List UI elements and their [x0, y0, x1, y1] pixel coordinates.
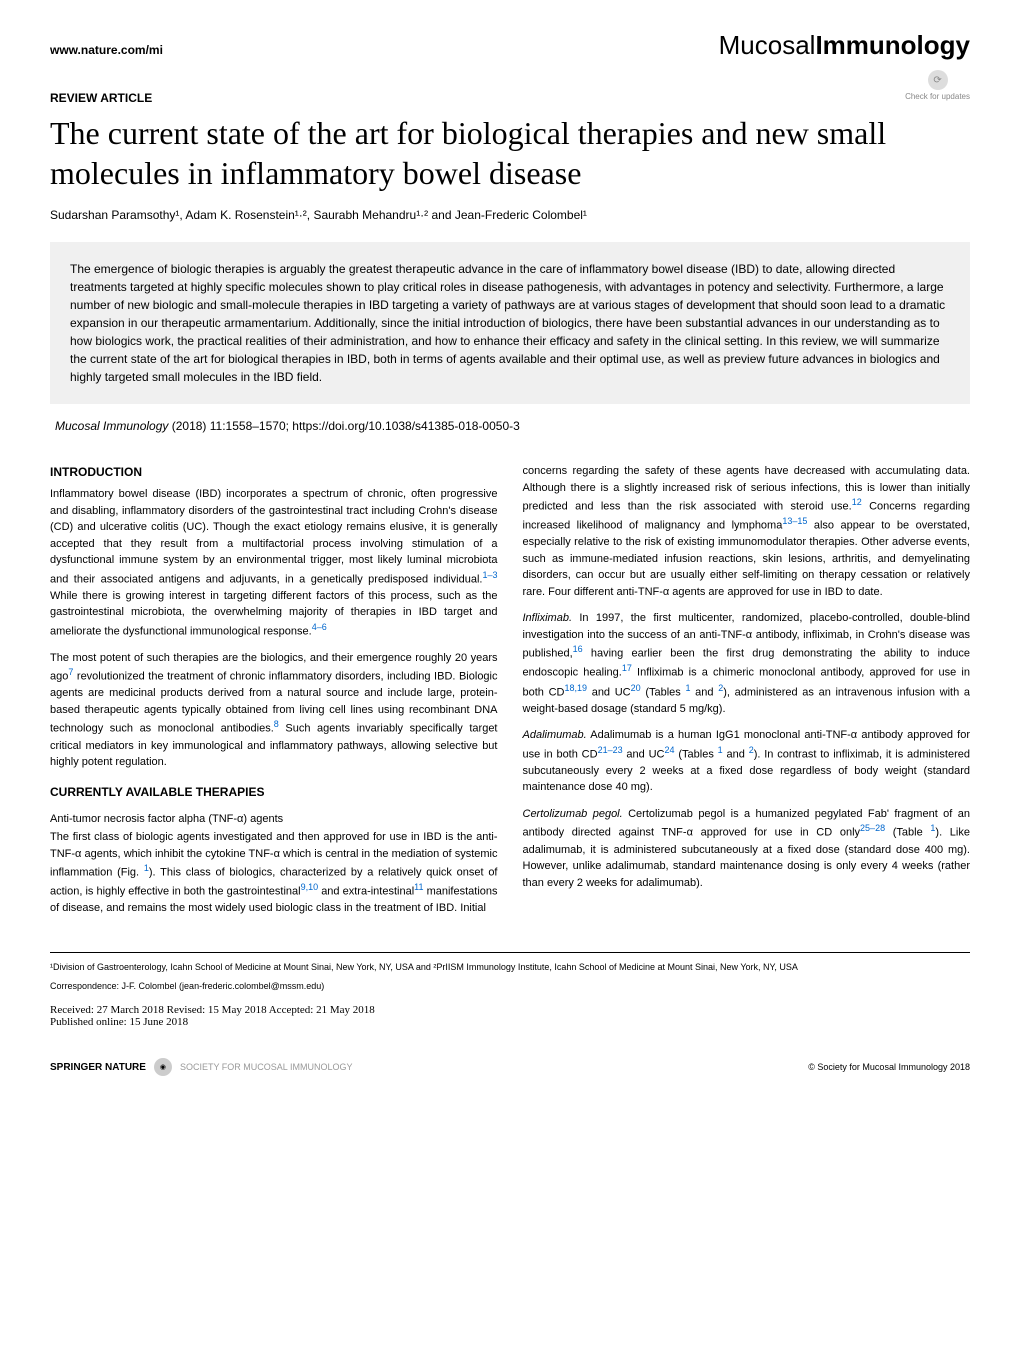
ref-21-23[interactable]: 21–23 [598, 745, 623, 755]
society-logo-icon: ◉ [154, 1058, 172, 1076]
intro-paragraph-1: Inflammatory bowel disease (IBD) incorpo… [50, 486, 498, 640]
abstract-text: The emergence of biologic therapies is a… [70, 262, 945, 384]
intro-p1-text: Inflammatory bowel disease (IBD) incorpo… [50, 488, 498, 585]
adalimumab-p1d: and [723, 748, 749, 760]
continuation-paragraph: concerns regarding the safety of these a… [523, 463, 971, 600]
journal-name: MucosalImmunology [719, 30, 970, 61]
adalimumab-paragraph: Adalimumab. Adalimumab is a human IgG1 m… [523, 727, 971, 796]
certolizumab-heading: Certolizumab pegol. [523, 808, 623, 820]
infliximab-p1f: and [690, 686, 718, 698]
society-text: SOCIETY FOR MUCOSAL IMMUNOLOGY [180, 1062, 353, 1072]
certolizumab-paragraph: Certolizumab pegol. Certolizumab pegol i… [523, 806, 971, 891]
tnf-p1c-text: and extra-intestinal [318, 886, 414, 898]
affiliations-text: ¹Division of Gastroenterology, Icahn Sch… [50, 961, 970, 974]
right-column: concerns regarding the safety of these a… [523, 463, 971, 927]
check-updates-label: Check for updates [905, 92, 970, 101]
infliximab-p1e: (Tables [641, 686, 686, 698]
adalimumab-p1c: (Tables [675, 748, 718, 760]
tnf-subheading: Anti-tumor necrosis factor alpha (TNF-α)… [50, 811, 498, 828]
copyright: © Society for Mucosal Immunology 2018 [808, 1062, 970, 1072]
ref-4-6[interactable]: 4–6 [312, 622, 327, 632]
infliximab-p1d: and UC [587, 686, 631, 698]
ref-16[interactable]: 16 [573, 644, 583, 654]
footer-left: SPRINGER NATURE ◉ SOCIETY FOR MUCOSAL IM… [50, 1058, 352, 1076]
ref-20[interactable]: 20 [631, 683, 641, 693]
website-url[interactable]: www.nature.com/mi [50, 43, 163, 57]
correspondence: Correspondence: J-F. Colombel (jean-fred… [50, 980, 970, 993]
citation-year-volume: (2018) 11:1558–1570; [172, 419, 289, 433]
citation: Mucosal Immunology (2018) 11:1558–1570; … [50, 419, 970, 433]
ref-9-10[interactable]: 9,10 [301, 882, 319, 892]
article-title: The current state of the art for biologi… [50, 113, 970, 193]
intro-p1b-text: While there is growing interest in targe… [50, 590, 498, 638]
ref-24[interactable]: 24 [665, 745, 675, 755]
intro-paragraph-2: The most potent of such therapies are th… [50, 650, 498, 771]
infliximab-heading: Infliximab. [523, 612, 573, 624]
springer-logo: SPRINGER NATURE [50, 1062, 146, 1073]
ref-13-15[interactable]: 13–15 [782, 516, 807, 526]
dates-received: Received: 27 March 2018 Revised: 15 May … [50, 1004, 970, 1016]
ref-25-28[interactable]: 25–28 [860, 823, 885, 833]
citation-journal: Mucosal Immunology [55, 419, 168, 433]
content-columns: INTRODUCTION Inflammatory bowel disease … [50, 463, 970, 927]
ref-12[interactable]: 12 [852, 497, 862, 507]
header-row: www.nature.com/mi MucosalImmunology [50, 30, 970, 61]
dates-block: Received: 27 March 2018 Revised: 15 May … [50, 1004, 970, 1028]
journal-name-part2: Immunology [815, 30, 970, 60]
therapies-heading: CURRENTLY AVAILABLE THERAPIES [50, 783, 498, 801]
journal-name-part1: Mucosal [719, 30, 816, 60]
infliximab-paragraph: Infliximab. In 1997, the first multicent… [523, 610, 971, 717]
adalimumab-heading: Adalimumab. [523, 729, 587, 741]
article-type: REVIEW ARTICLE [50, 91, 970, 105]
abstract-box: The emergence of biologic therapies is a… [50, 242, 970, 404]
citation-doi[interactable]: https://doi.org/10.1038/s41385-018-0050-… [292, 419, 520, 433]
adalimumab-p1b: and UC [623, 748, 665, 760]
authors-list: Sudarshan Paramsothy¹, Adam K. Rosenstei… [50, 208, 970, 222]
footer: SPRINGER NATURE ◉ SOCIETY FOR MUCOSAL IM… [50, 1058, 970, 1076]
dates-published: Published online: 15 June 2018 [50, 1016, 970, 1028]
left-column: INTRODUCTION Inflammatory bowel disease … [50, 463, 498, 927]
affiliations: ¹Division of Gastroenterology, Icahn Sch… [50, 952, 970, 992]
check-updates-badge[interactable]: ⟳ Check for updates [905, 70, 970, 101]
tnf-paragraph-1: The first class of biologic agents inves… [50, 829, 498, 917]
introduction-heading: INTRODUCTION [50, 463, 498, 481]
ref-18-19[interactable]: 18,19 [564, 683, 587, 693]
ref-1-3[interactable]: 1–3 [482, 570, 497, 580]
ref-17[interactable]: 17 [622, 663, 632, 673]
certolizumab-p1b: (Table [885, 827, 930, 839]
check-updates-icon: ⟳ [928, 70, 948, 90]
ref-11[interactable]: 11 [414, 882, 423, 892]
